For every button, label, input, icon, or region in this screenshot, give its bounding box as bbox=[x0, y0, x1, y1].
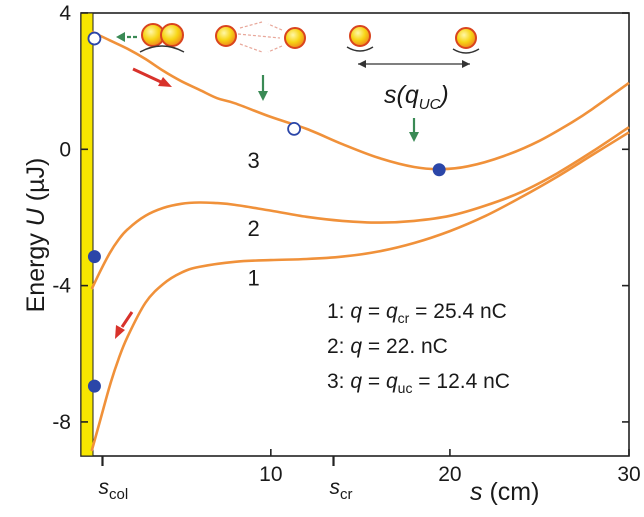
x-tick-label: 20 bbox=[438, 463, 461, 486]
legend: 1: q = qcr = 25.4 nC 2: q = 22. nC 3: q … bbox=[327, 300, 510, 396]
curve-label-3: 3 bbox=[248, 148, 260, 173]
y-tick-label: 4 bbox=[59, 2, 71, 25]
curve2-dot bbox=[87, 250, 101, 264]
legend-entry-3: 3: q = quc = 12.4 nC bbox=[327, 370, 510, 396]
s-cr-label: scr bbox=[330, 476, 353, 503]
x-tick-label: 10 bbox=[259, 463, 282, 486]
curve1-dot bbox=[87, 379, 101, 393]
curve3-minimum-dot bbox=[432, 163, 446, 177]
series-2-line bbox=[90, 126, 630, 290]
y-tick-label: -8 bbox=[52, 411, 71, 434]
separation-arrow bbox=[358, 60, 470, 68]
sphere-illustrations bbox=[139, 21, 480, 68]
x-axis-title: s (cm) bbox=[470, 478, 539, 506]
x-tick-label: 30 bbox=[617, 463, 640, 486]
y-tick-label: 0 bbox=[59, 138, 71, 161]
y-tick-label: -4 bbox=[52, 275, 71, 298]
touching-spheres-icon bbox=[139, 23, 185, 53]
series-3-line bbox=[91, 30, 630, 171]
energy-curves bbox=[90, 30, 630, 452]
y-axis-title: Energy U (µJ) bbox=[22, 158, 50, 313]
curve3-start-open-circle bbox=[87, 31, 102, 46]
s-col-label: scol bbox=[98, 476, 128, 503]
curve-label-2: 2 bbox=[248, 216, 260, 241]
curve3-open-circle bbox=[287, 121, 302, 136]
separated-spheres-icon bbox=[346, 25, 480, 54]
sparking-spheres-icon bbox=[215, 21, 306, 53]
curve-label-1: 1 bbox=[248, 266, 260, 291]
series-1-line bbox=[90, 131, 630, 452]
green-arrows bbox=[116, 32, 419, 142]
red-arrow-down-left-icon bbox=[115, 311, 134, 339]
red-arrow-down-right-icon bbox=[132, 67, 172, 87]
legend-entry-2: 2: q = 22. nC bbox=[327, 335, 448, 358]
green-arrow-left-icon bbox=[116, 32, 137, 42]
green-arrow-down-icon bbox=[409, 118, 419, 142]
red-arrows bbox=[115, 67, 172, 339]
curve-labels: 1 2 3 bbox=[248, 148, 260, 291]
axis-ticks: 4 0 -4 -8 10 20 30 scol scr bbox=[52, 2, 640, 503]
green-arrow-down-icon bbox=[258, 75, 268, 101]
legend-entry-1: 1: q = qcr = 25.4 nC bbox=[327, 300, 507, 326]
separation-annotation: s(qUC) bbox=[384, 81, 449, 113]
state-markers bbox=[87, 31, 446, 393]
